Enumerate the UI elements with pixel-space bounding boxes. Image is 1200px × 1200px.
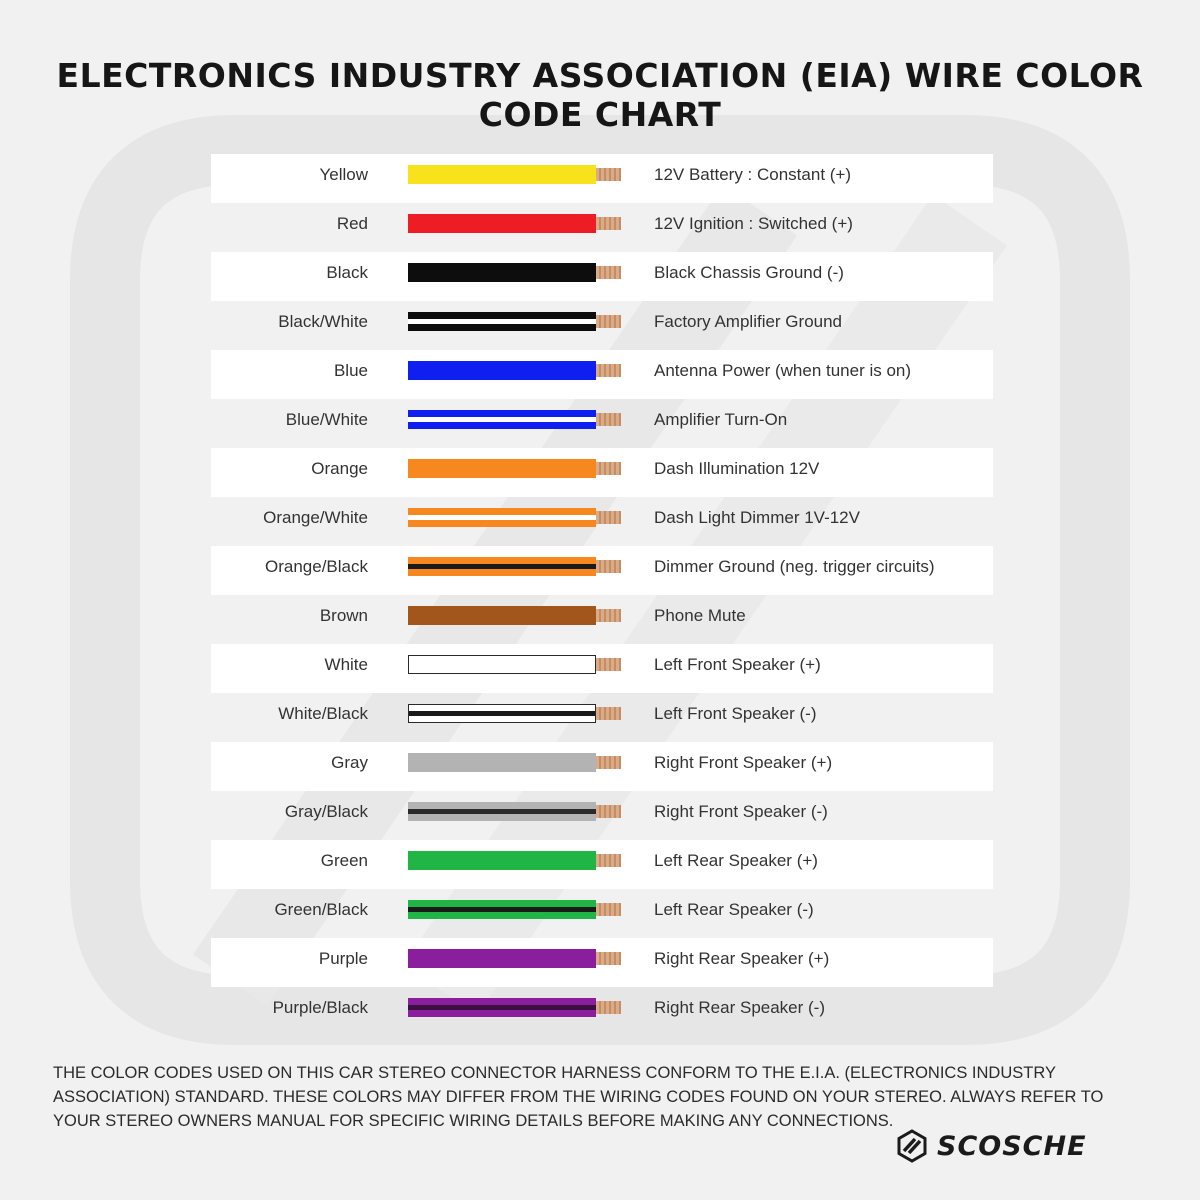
copper-wire-tip [596, 609, 621, 622]
wire-swatch [408, 263, 596, 282]
wire-color-name: Orange/White [263, 508, 368, 527]
copper-wire-tip [596, 462, 621, 475]
wire-row: Green/Black Left Rear Speaker (-) [211, 889, 993, 938]
wire-row: Blue/White Amplifier Turn-On [211, 399, 993, 448]
wire-function: Dash Illumination 12V [654, 459, 820, 478]
copper-wire-tip [596, 217, 621, 230]
copper-wire-tip [596, 364, 621, 377]
copper-wire-tip [596, 903, 621, 916]
wire-row: White Left Front Speaker (+) [211, 644, 993, 693]
wire-swatch [408, 410, 596, 429]
wire-row: Red 12V Ignition : Switched (+) [211, 203, 993, 252]
wire-row: Blue Antenna Power (when tuner is on) [211, 350, 993, 399]
wire-function: Dimmer Ground (neg. trigger circuits) [654, 557, 935, 576]
wire-swatch [408, 606, 596, 625]
wire-row: Gray Right Front Speaker (+) [211, 742, 993, 791]
wire-row: Brown Phone Mute [211, 595, 993, 644]
wire-color-name: Blue/White [285, 410, 368, 429]
wire-swatch [408, 900, 596, 919]
copper-wire-tip [596, 266, 621, 279]
scosche-logo-icon [897, 1129, 927, 1163]
wire-function: Dash Light Dimmer 1V-12V [654, 508, 860, 527]
wire-function: Amplifier Turn-On [654, 410, 788, 429]
wire-row: Purple Right Rear Speaker (+) [211, 938, 993, 987]
wire-row: Orange/Black Dimmer Ground (neg. trigger … [211, 546, 993, 595]
wire-row: Orange/White Dash Light Dimmer 1V-12V [211, 497, 993, 546]
wire-color-name: Green/Black [274, 900, 368, 919]
wire-function: 12V Battery : Constant (+) [654, 165, 852, 184]
chart-title: ELECTRONICS INDUSTRY ASSOCIATION (EIA) W… [56, 56, 1144, 134]
wire-swatch [408, 655, 596, 674]
wire-function: Phone Mute [654, 606, 746, 625]
wire-color-name: Orange [311, 459, 368, 478]
wire-color-name: Gray [331, 753, 368, 772]
brand-logo: SCOSCHE [895, 1128, 1145, 1164]
wire-function: Black Chassis Ground (-) [654, 263, 844, 282]
wire-row: Yellow 12V Battery : Constant (+) [211, 154, 993, 203]
wire-function: Factory Amplifier Ground [654, 312, 843, 331]
copper-wire-tip [596, 952, 621, 965]
wire-row: Black Black Chassis Ground (-) [211, 252, 993, 301]
wire-color-name: Purple/Black [272, 998, 368, 1017]
wire-color-name: Black [326, 263, 368, 282]
wire-color-name: White/Black [278, 704, 368, 723]
wire-row: Green Left Rear Speaker (+) [211, 840, 993, 889]
wire-swatch [408, 802, 596, 821]
wire-swatch [408, 459, 596, 478]
copper-wire-tip [596, 805, 621, 818]
wire-row: Purple/Black Right Rear Speaker (-) [211, 987, 993, 1036]
wire-function: Right Front Speaker (+) [654, 753, 833, 772]
wire-function: Left Rear Speaker (+) [654, 851, 818, 870]
wire-color-name: Red [336, 214, 368, 233]
brand-name: SCOSCHE [937, 1130, 1087, 1162]
copper-wire-tip [596, 413, 621, 426]
wire-function: Left Front Speaker (-) [654, 704, 817, 723]
copper-wire-tip [596, 756, 621, 769]
copper-wire-tip [596, 707, 621, 720]
disclaimer-text: THE COLOR CODES USED ON THIS CAR STEREO … [53, 1064, 1104, 1130]
copper-wire-tip [596, 854, 621, 867]
wire-swatch [408, 949, 596, 968]
wire-function: Right Rear Speaker (-) [654, 998, 826, 1017]
wire-row: Gray/Black Right Front Speaker (-) [211, 791, 993, 840]
wire-color-name: Yellow [319, 165, 368, 184]
copper-wire-tip [596, 168, 621, 181]
wire-function: Right Front Speaker (-) [654, 802, 828, 821]
wire-swatch [408, 557, 596, 576]
copper-wire-tip [596, 315, 621, 328]
wire-swatch [408, 851, 596, 870]
wire-function: Right Rear Speaker (+) [654, 949, 830, 968]
wire-color-table: Yellow 12V Battery : Constant (+) Red 12V I… [211, 154, 993, 1036]
wire-swatch [408, 214, 596, 233]
wire-function: 12V Ignition : Switched (+) [654, 214, 853, 233]
wire-color-name: Gray/Black [284, 802, 368, 821]
wire-swatch [408, 312, 596, 331]
wire-color-name: Brown [319, 606, 368, 625]
copper-wire-tip [596, 658, 621, 671]
wire-row: Black/White Factory Amplifier Ground [211, 301, 993, 350]
wire-function: Antenna Power (when tuner is on) [654, 361, 912, 380]
wire-color-name: Purple [318, 949, 368, 968]
wire-color-name: Green [320, 851, 368, 870]
wire-color-name: Black/White [278, 312, 368, 331]
copper-wire-tip [596, 1001, 621, 1014]
copper-wire-tip [596, 560, 621, 573]
wire-swatch [408, 998, 596, 1017]
wire-swatch [408, 508, 596, 527]
wire-row: Orange Dash Illumination 12V [211, 448, 993, 497]
wire-swatch [408, 753, 596, 772]
wire-color-name: Blue [333, 361, 368, 380]
copper-wire-tip [596, 511, 621, 524]
wire-swatch [408, 361, 596, 380]
wire-color-name: Orange/Black [265, 557, 368, 576]
wire-row: White/Black Left Front Speaker (-) [211, 693, 993, 742]
wire-function: Left Front Speaker (+) [654, 655, 821, 674]
wire-swatch [408, 704, 596, 723]
wire-swatch [408, 165, 596, 184]
wire-color-name: White [324, 655, 368, 674]
wire-function: Left Rear Speaker (-) [654, 900, 814, 919]
